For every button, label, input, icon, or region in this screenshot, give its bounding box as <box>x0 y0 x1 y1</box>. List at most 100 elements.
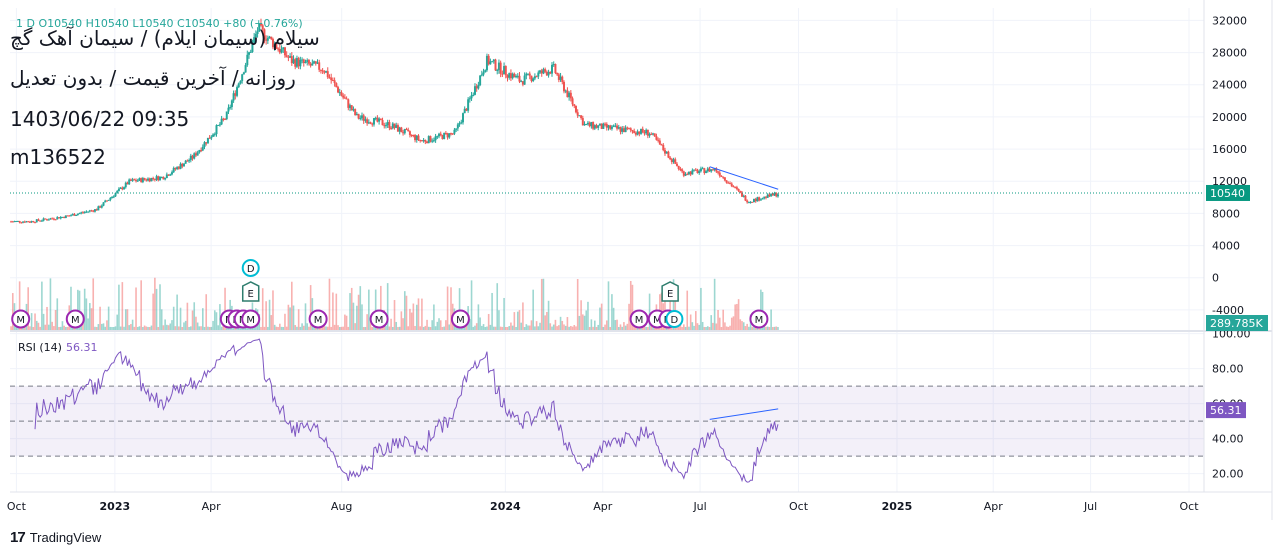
candle-body <box>667 151 670 158</box>
volume-bar <box>261 288 264 330</box>
volume-bar <box>61 321 64 330</box>
tradingview-footer[interactable]: 17 TradingView <box>10 529 101 546</box>
volume-bar <box>575 326 577 330</box>
volume-bar <box>294 325 297 330</box>
volume-bar <box>186 302 189 330</box>
candle-body <box>215 125 218 135</box>
time-tick-label: Apr <box>984 500 1004 513</box>
candle-body <box>559 76 562 80</box>
candle-body <box>355 113 358 116</box>
candle-body <box>71 214 74 216</box>
candle-body <box>663 150 666 154</box>
volume-bar <box>46 306 48 330</box>
candle-body <box>69 215 72 217</box>
volume-bar <box>380 285 382 330</box>
volume-bar <box>400 311 403 330</box>
candle-body <box>210 136 213 139</box>
candle-body <box>542 69 545 74</box>
candle-body <box>275 43 278 49</box>
candle-body <box>455 128 458 130</box>
candle-body <box>485 55 488 71</box>
candle-body <box>193 153 196 159</box>
candle-body <box>49 218 52 220</box>
volume-bar <box>725 326 728 330</box>
candle-body <box>61 216 64 218</box>
candle-body <box>461 113 464 123</box>
volume-bar <box>124 309 127 330</box>
candle-body <box>316 62 319 64</box>
volume-bar <box>494 326 497 330</box>
volume-bar <box>270 315 273 330</box>
candle-body <box>499 62 502 74</box>
volume-bar <box>766 326 769 330</box>
volume-bar <box>213 310 216 330</box>
candle-body <box>616 125 619 129</box>
volume-bar <box>385 326 387 330</box>
candle-body <box>167 174 170 176</box>
candle-body <box>325 71 328 73</box>
candle-body <box>241 74 244 81</box>
volume-bar <box>183 322 185 330</box>
candle-body <box>732 186 735 188</box>
candle-body <box>114 193 117 197</box>
volume-bar <box>511 325 514 330</box>
volume-bar <box>683 324 685 330</box>
chart-title: سیلام (سیمان ایلام) / سیمان آهک گچ <box>10 26 320 50</box>
trendlines[interactable] <box>709 166 779 420</box>
volume-bar <box>333 324 336 330</box>
volume-bar <box>131 319 134 330</box>
candle-body <box>371 123 374 125</box>
candle-body <box>754 198 757 202</box>
candle-body <box>605 123 608 128</box>
candle-body <box>136 180 139 182</box>
volume-bar <box>140 280 142 330</box>
volume-bar <box>172 306 175 330</box>
volume-bar <box>181 326 184 330</box>
volume-bar <box>83 288 86 330</box>
volume-bar <box>403 291 406 330</box>
volume-bar <box>465 326 468 330</box>
candle-body <box>711 169 714 171</box>
volume-bar <box>349 293 351 330</box>
candle-body <box>176 167 179 170</box>
candle-body <box>675 163 678 166</box>
volume-bar <box>739 319 742 330</box>
volume-bar <box>23 326 26 330</box>
volume-bar <box>744 326 747 330</box>
meeting-marker-label: M <box>755 315 764 326</box>
volume-bar <box>595 326 598 330</box>
volume-bar <box>605 320 608 330</box>
candle-body <box>294 59 297 67</box>
event-markers[interactable]: MMMMMMMMMMMMMEEDD <box>11 259 769 329</box>
volume-bar <box>681 326 683 330</box>
candle-body <box>523 75 526 85</box>
volume-bar <box>510 322 512 330</box>
candle-body <box>622 128 625 133</box>
candle-body <box>321 70 324 72</box>
candle-body <box>494 59 497 71</box>
volume-bar <box>571 326 574 330</box>
volume-bar <box>174 326 177 330</box>
volume-bar <box>203 326 206 330</box>
volume-bar <box>340 326 343 330</box>
candle-body <box>427 136 430 144</box>
candle-body <box>299 59 302 67</box>
volume-bar <box>29 326 31 330</box>
candle-body <box>229 107 232 109</box>
candle-body <box>44 218 47 220</box>
meeting-marker-icon <box>450 309 470 329</box>
volume-bar <box>720 326 723 330</box>
volume-bar <box>41 281 43 330</box>
candle-body <box>200 150 203 152</box>
volume-bar <box>15 326 18 330</box>
candle-body <box>717 171 720 173</box>
candle-body <box>540 70 543 74</box>
candle-body <box>521 81 524 85</box>
time-tick-label: Jul <box>692 500 706 513</box>
volume-bar <box>97 324 100 330</box>
volume-bar <box>450 287 452 330</box>
candle-body <box>624 127 627 133</box>
earnings-marker-icon <box>661 281 679 302</box>
candle-body <box>415 135 418 141</box>
